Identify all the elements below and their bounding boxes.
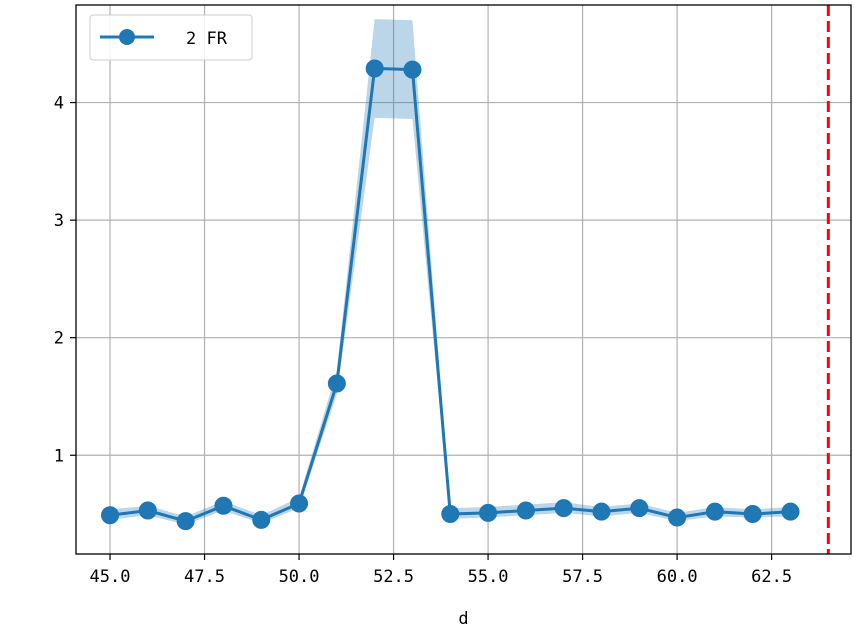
legend-box bbox=[89, 14, 253, 61]
x-tick-label: 45.0 bbox=[90, 567, 131, 587]
x-axis-label: d bbox=[458, 609, 468, 629]
x-tick-label: 60.0 bbox=[657, 567, 698, 587]
series-2fr bbox=[101, 59, 800, 531]
data-point bbox=[403, 60, 422, 79]
data-point bbox=[176, 512, 195, 531]
x-tick-label: 52.5 bbox=[373, 567, 414, 587]
data-point bbox=[705, 502, 724, 521]
y-axis-ticks: 1 2 3 4 bbox=[54, 94, 76, 466]
x-tick-label: 47.5 bbox=[184, 567, 225, 587]
y-tick-label: 1 bbox=[54, 446, 64, 466]
x-tick-label: 50.0 bbox=[279, 567, 320, 587]
data-point bbox=[516, 501, 535, 520]
data-point bbox=[479, 503, 498, 522]
data-point bbox=[327, 374, 346, 393]
legend-marker-swatch bbox=[119, 29, 135, 45]
grid bbox=[76, 5, 851, 554]
data-point bbox=[290, 494, 309, 513]
y-tick-label: 4 bbox=[54, 94, 64, 114]
data-point bbox=[214, 496, 233, 515]
data-point bbox=[781, 502, 800, 521]
data-point bbox=[101, 506, 120, 525]
data-point bbox=[441, 505, 460, 524]
y-tick-label: 3 bbox=[54, 211, 64, 231]
data-point bbox=[630, 499, 649, 518]
data-point bbox=[668, 508, 687, 527]
data-point bbox=[138, 501, 157, 520]
x-axis-ticks: 45.0 47.5 50.0 52.5 55.0 57.5 60.0 62.5 bbox=[90, 554, 792, 587]
data-point bbox=[365, 59, 384, 78]
data-point bbox=[252, 510, 271, 529]
data-point bbox=[743, 505, 762, 524]
y-tick-label: 2 bbox=[54, 329, 64, 349]
x-tick-label: 57.5 bbox=[562, 567, 603, 587]
data-point bbox=[592, 502, 611, 521]
legend: 2 FR bbox=[89, 14, 253, 61]
data-point bbox=[554, 499, 573, 518]
x-tick-label: 62.5 bbox=[751, 567, 792, 587]
plot-area-frame bbox=[75, 4, 852, 555]
x-tick-label: 55.0 bbox=[468, 567, 509, 587]
legend-entry-label: 2 FR bbox=[186, 29, 228, 49]
